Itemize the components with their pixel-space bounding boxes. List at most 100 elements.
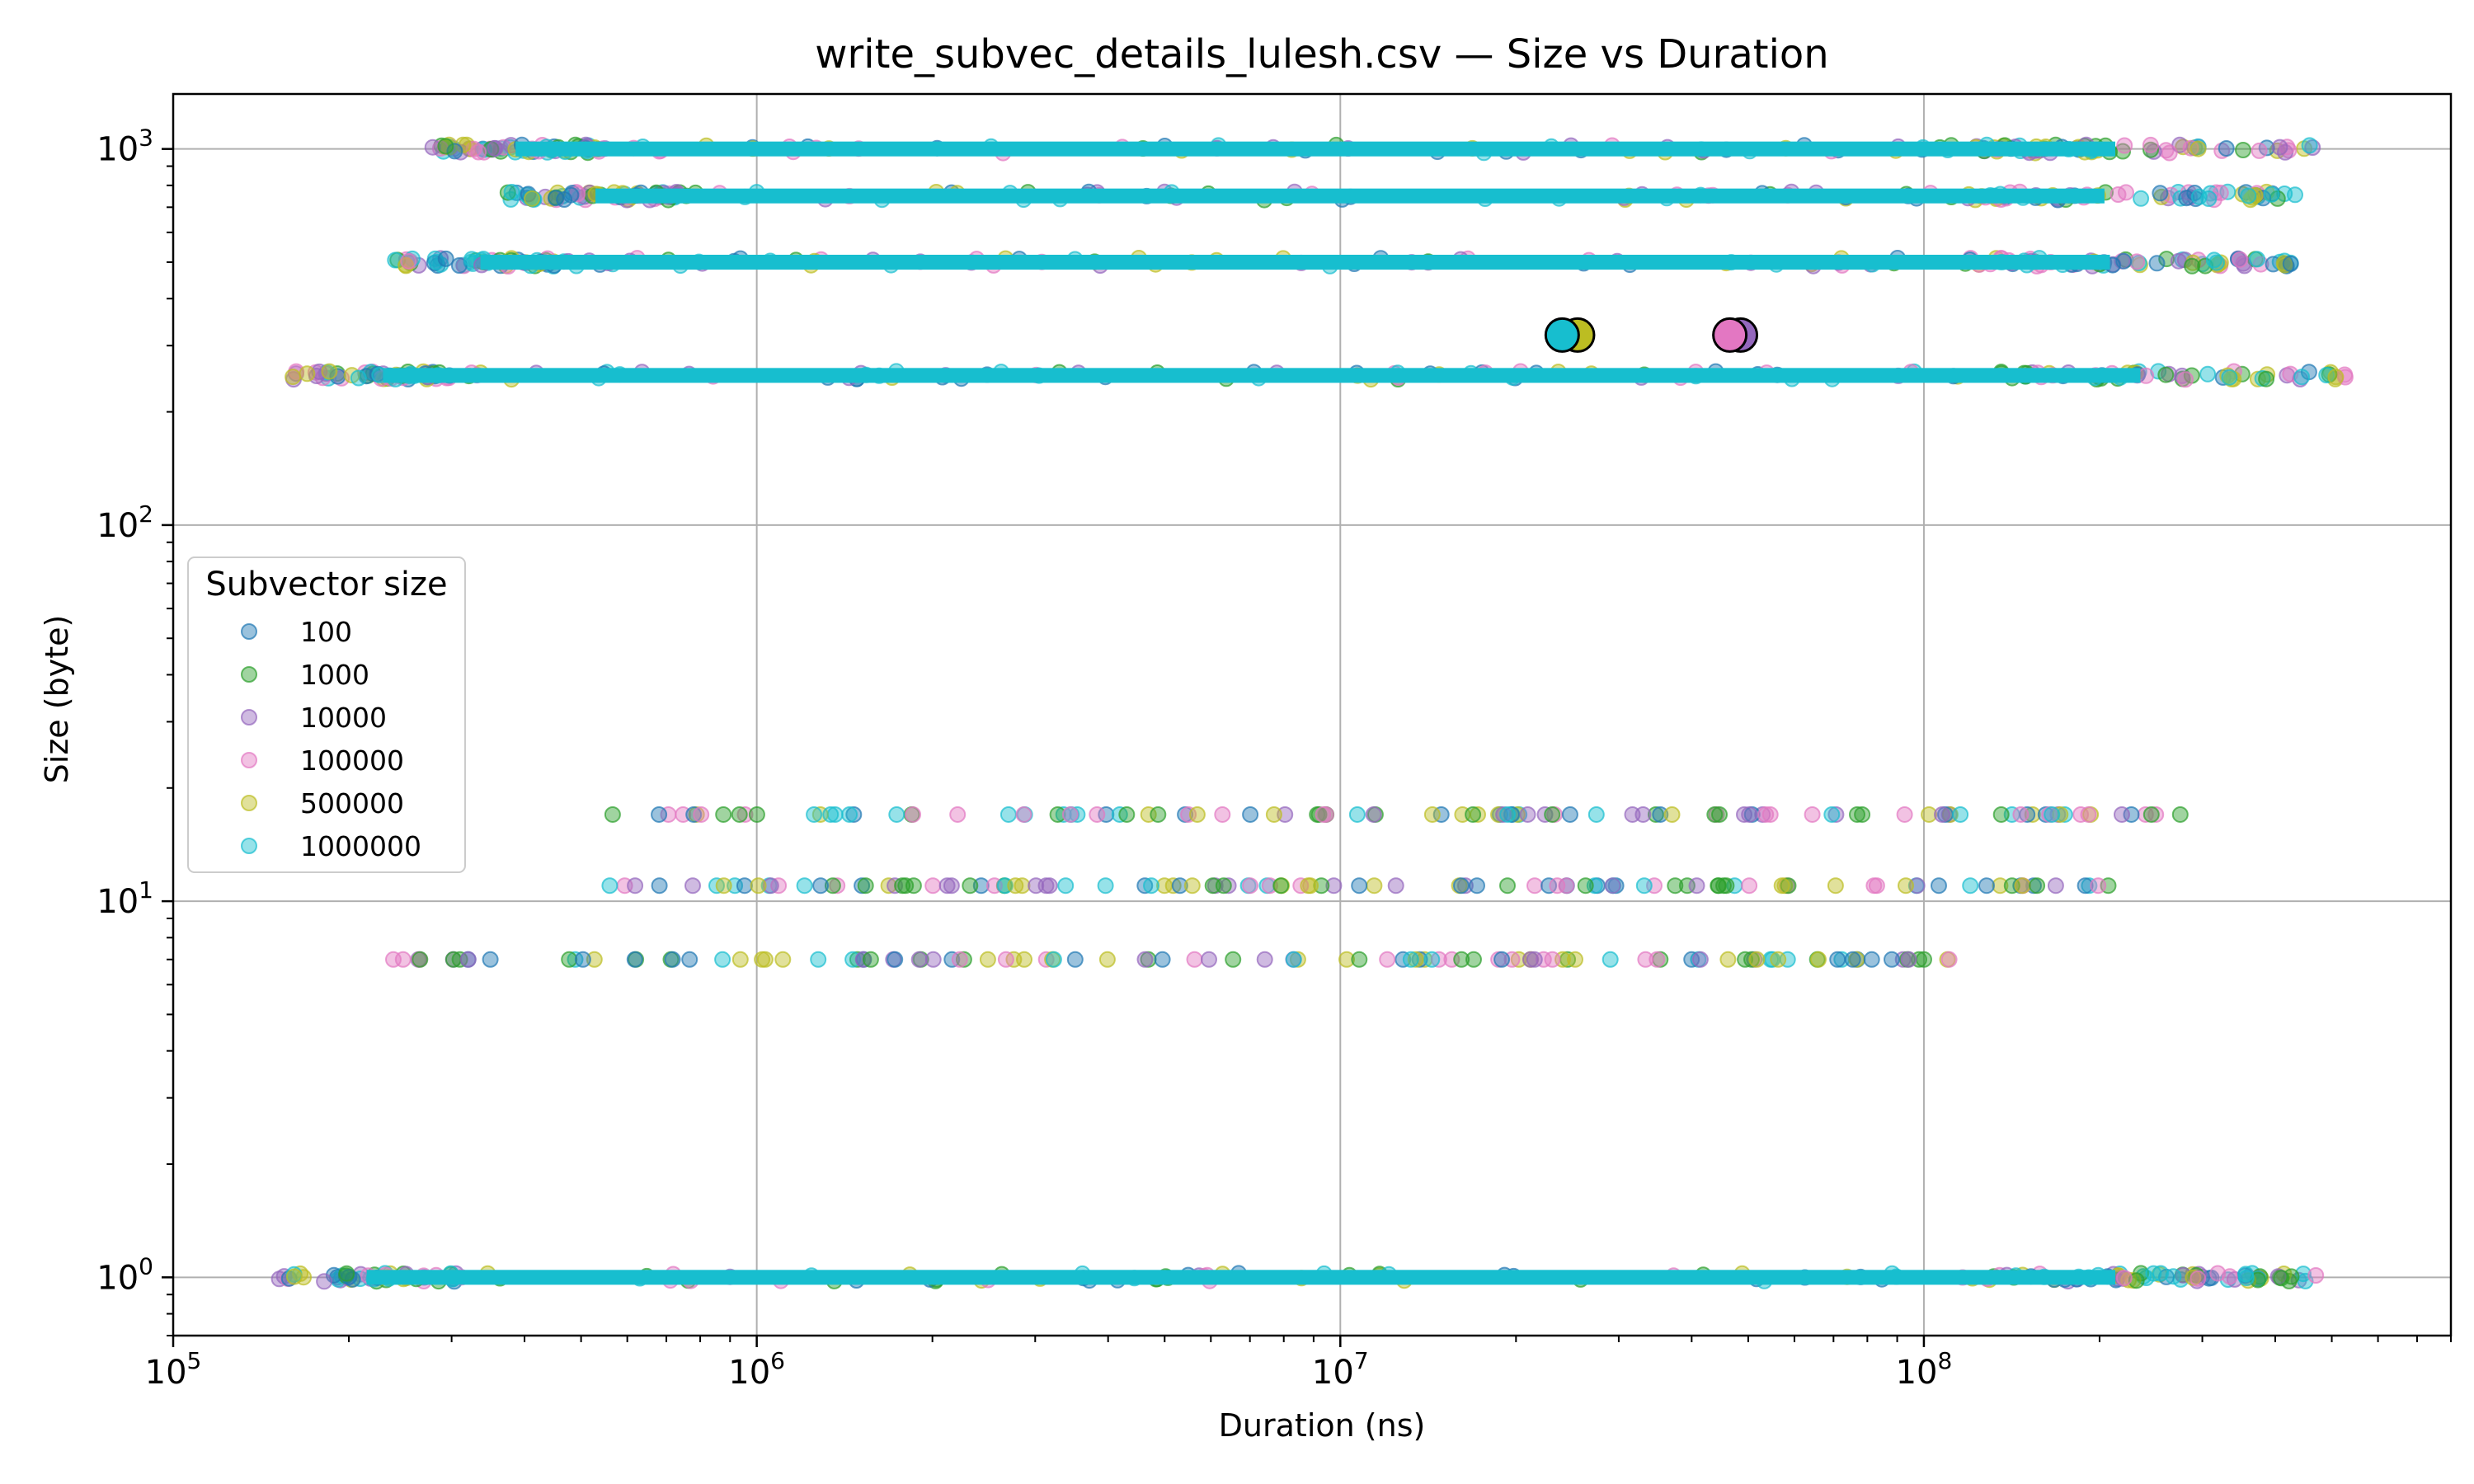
data-point [750,877,767,895]
data-band [385,951,1958,968]
data-point [2114,805,2130,823]
data-point [2133,190,2150,207]
data-point [1647,805,1664,823]
data-point [2232,251,2249,268]
data-point [1567,951,1583,968]
data-point [806,805,823,823]
data-point [997,951,1014,968]
data-point [810,951,827,968]
data-point [1992,877,2009,895]
data-point [1136,877,1154,895]
data-point [1289,951,1306,968]
legend-label: 500000 [300,787,404,819]
data-point [1780,877,1797,895]
data-point [1015,805,1032,823]
data-point [1737,951,1754,968]
data-point [1285,951,1302,968]
data-point [2161,144,2178,162]
data-point [586,951,603,968]
legend-label: 1000000 [300,830,421,862]
data-point [1089,805,1106,823]
data-point [651,805,668,823]
data-point [1741,805,1758,823]
dense-point-band [515,141,2116,157]
dense-point-band [595,188,2105,204]
data-point [979,951,996,968]
data-point [1098,805,1115,823]
data-point [2184,257,2201,275]
data-point [1188,805,1206,823]
data-point [2157,366,2175,383]
legend-marker [241,752,257,768]
data-point [731,951,749,968]
data-point [1849,805,1865,823]
data-point [2115,252,2133,270]
data-point [1526,877,1543,895]
data-point [1637,951,1654,968]
data-point [2019,805,2036,823]
data-point [503,184,520,200]
data-point [2237,1266,2255,1283]
data-point [2208,254,2225,271]
x-axis-label: Duration (ns) [1219,1407,1426,1444]
data-point [2240,187,2257,204]
data-point [2014,877,2031,895]
data-point [651,877,668,895]
data-point [2235,142,2251,158]
data-point [999,805,1017,823]
data-point [1898,877,1914,895]
y-tick-label: 103 [96,124,153,169]
data-point [2209,1265,2227,1282]
data-point [2080,805,2097,823]
data-point [1978,877,1995,895]
data-point [2118,184,2134,201]
data-point [1432,805,1450,823]
data-point [1757,805,1775,823]
data-point [2024,805,2041,823]
x-tick-label: 105 [145,1347,202,1392]
data-point [731,805,748,823]
data-point [524,190,541,207]
data-point [1865,877,1883,895]
data-point [1171,877,1188,895]
data-point [604,805,621,823]
data-point [1495,805,1512,823]
data-band [601,877,2117,895]
data-point [1365,805,1382,823]
data-point [1770,951,1787,968]
data-point [1098,951,1116,968]
data-point [1007,877,1024,895]
data-point [1143,877,1159,895]
data-point [1242,805,1259,823]
data-point [321,363,338,380]
legend-marker [241,623,257,640]
data-point [344,1270,361,1288]
data-point [400,252,417,270]
data-point [1338,951,1355,968]
data-point [1827,805,1845,823]
data-point [2327,369,2345,386]
data-point [1351,951,1368,968]
data-point [924,877,942,895]
data-point [437,138,454,155]
data-point [887,951,904,968]
y-tick-label: 101 [96,876,153,921]
data-point [1465,805,1482,823]
data-point [857,877,874,895]
data-point [2128,1272,2145,1289]
data-point [1962,877,1979,895]
data-point [428,253,445,270]
data-point [905,805,921,823]
data-point [562,186,580,204]
data-point [1829,951,1846,968]
data-point [482,951,499,968]
data-point [285,1268,303,1285]
data-point [316,1273,333,1290]
data-point [962,877,979,895]
data-point [1522,951,1539,968]
dense-point-band [480,255,2110,270]
highlighted-point [1712,317,1748,353]
data-point [862,951,879,968]
data-point [1469,877,1485,895]
data-point [1402,951,1419,968]
